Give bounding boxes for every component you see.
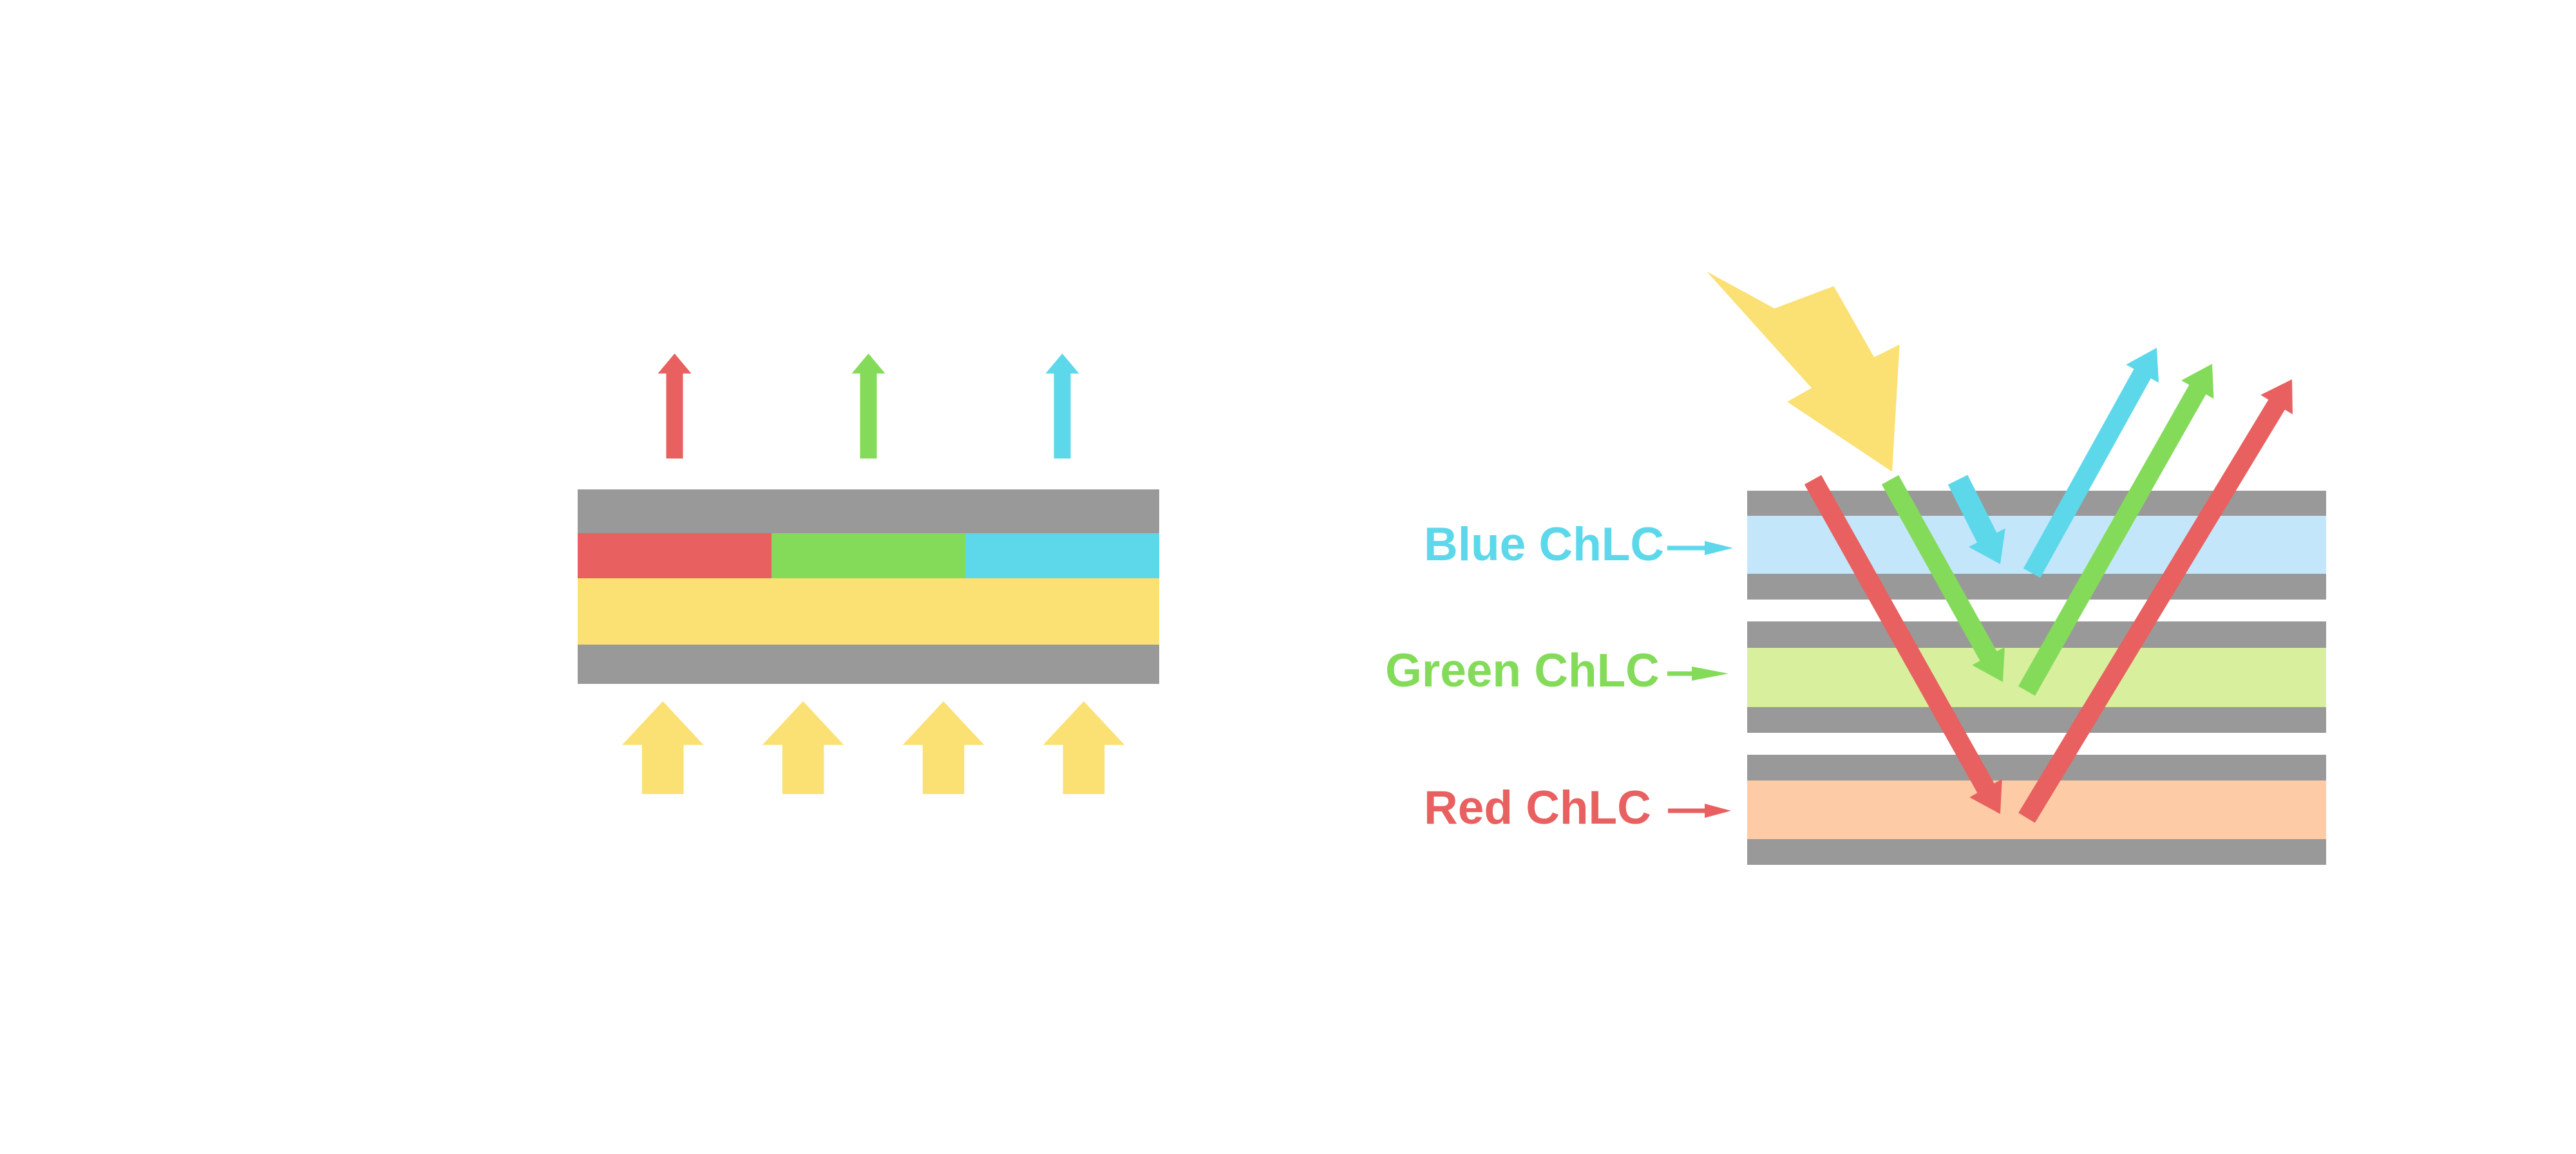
svg-text:Blue ChLC: Blue ChLC [1424, 518, 1664, 571]
svg-text:Red ChLC: Red ChLC [1424, 782, 1651, 834]
svg-text:Green ChLC: Green ChLC [1385, 645, 1660, 697]
